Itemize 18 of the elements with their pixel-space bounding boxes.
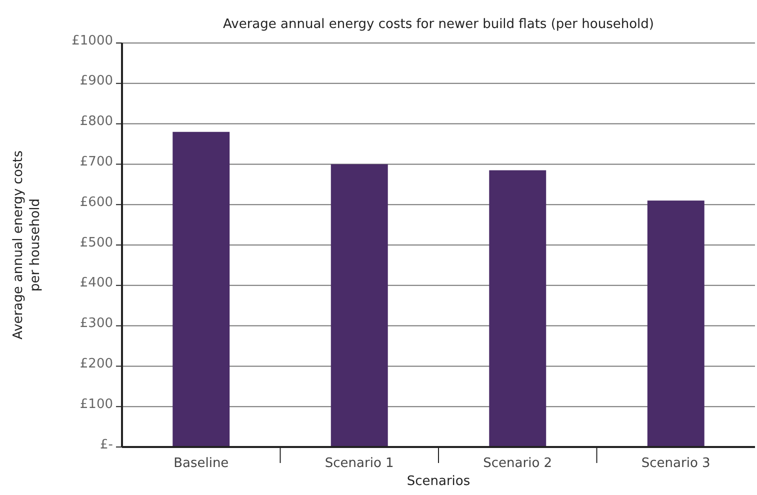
x-tick-label: Scenario 2	[483, 456, 552, 471]
chart-title: Average annual energy costs for newer build flats (per household)	[223, 17, 654, 32]
y-tick-label: £700	[80, 154, 113, 170]
y-tick-label: £500	[80, 235, 113, 250]
x-axis-title: Scenarios	[406, 474, 470, 489]
y-tick-label: £1000	[72, 33, 113, 48]
y-tick-label: £400	[80, 276, 113, 291]
y-tick-label: £600	[80, 194, 113, 210]
y-axis-title: Average annual energy costs per household	[11, 150, 43, 340]
y-tick-label: £900	[80, 74, 113, 89]
x-tick-label: Scenario 1	[324, 456, 394, 471]
y-tick-label: £100	[80, 396, 113, 412]
x-tick-label: Scenario 3	[641, 456, 710, 471]
y-tick-label: £800	[80, 114, 113, 130]
y-tick-label: £200	[80, 356, 113, 372]
x-tick-label: Baseline	[174, 456, 229, 471]
y-tick-label: £300	[80, 316, 113, 332]
y-tick-label: £-	[100, 437, 114, 452]
